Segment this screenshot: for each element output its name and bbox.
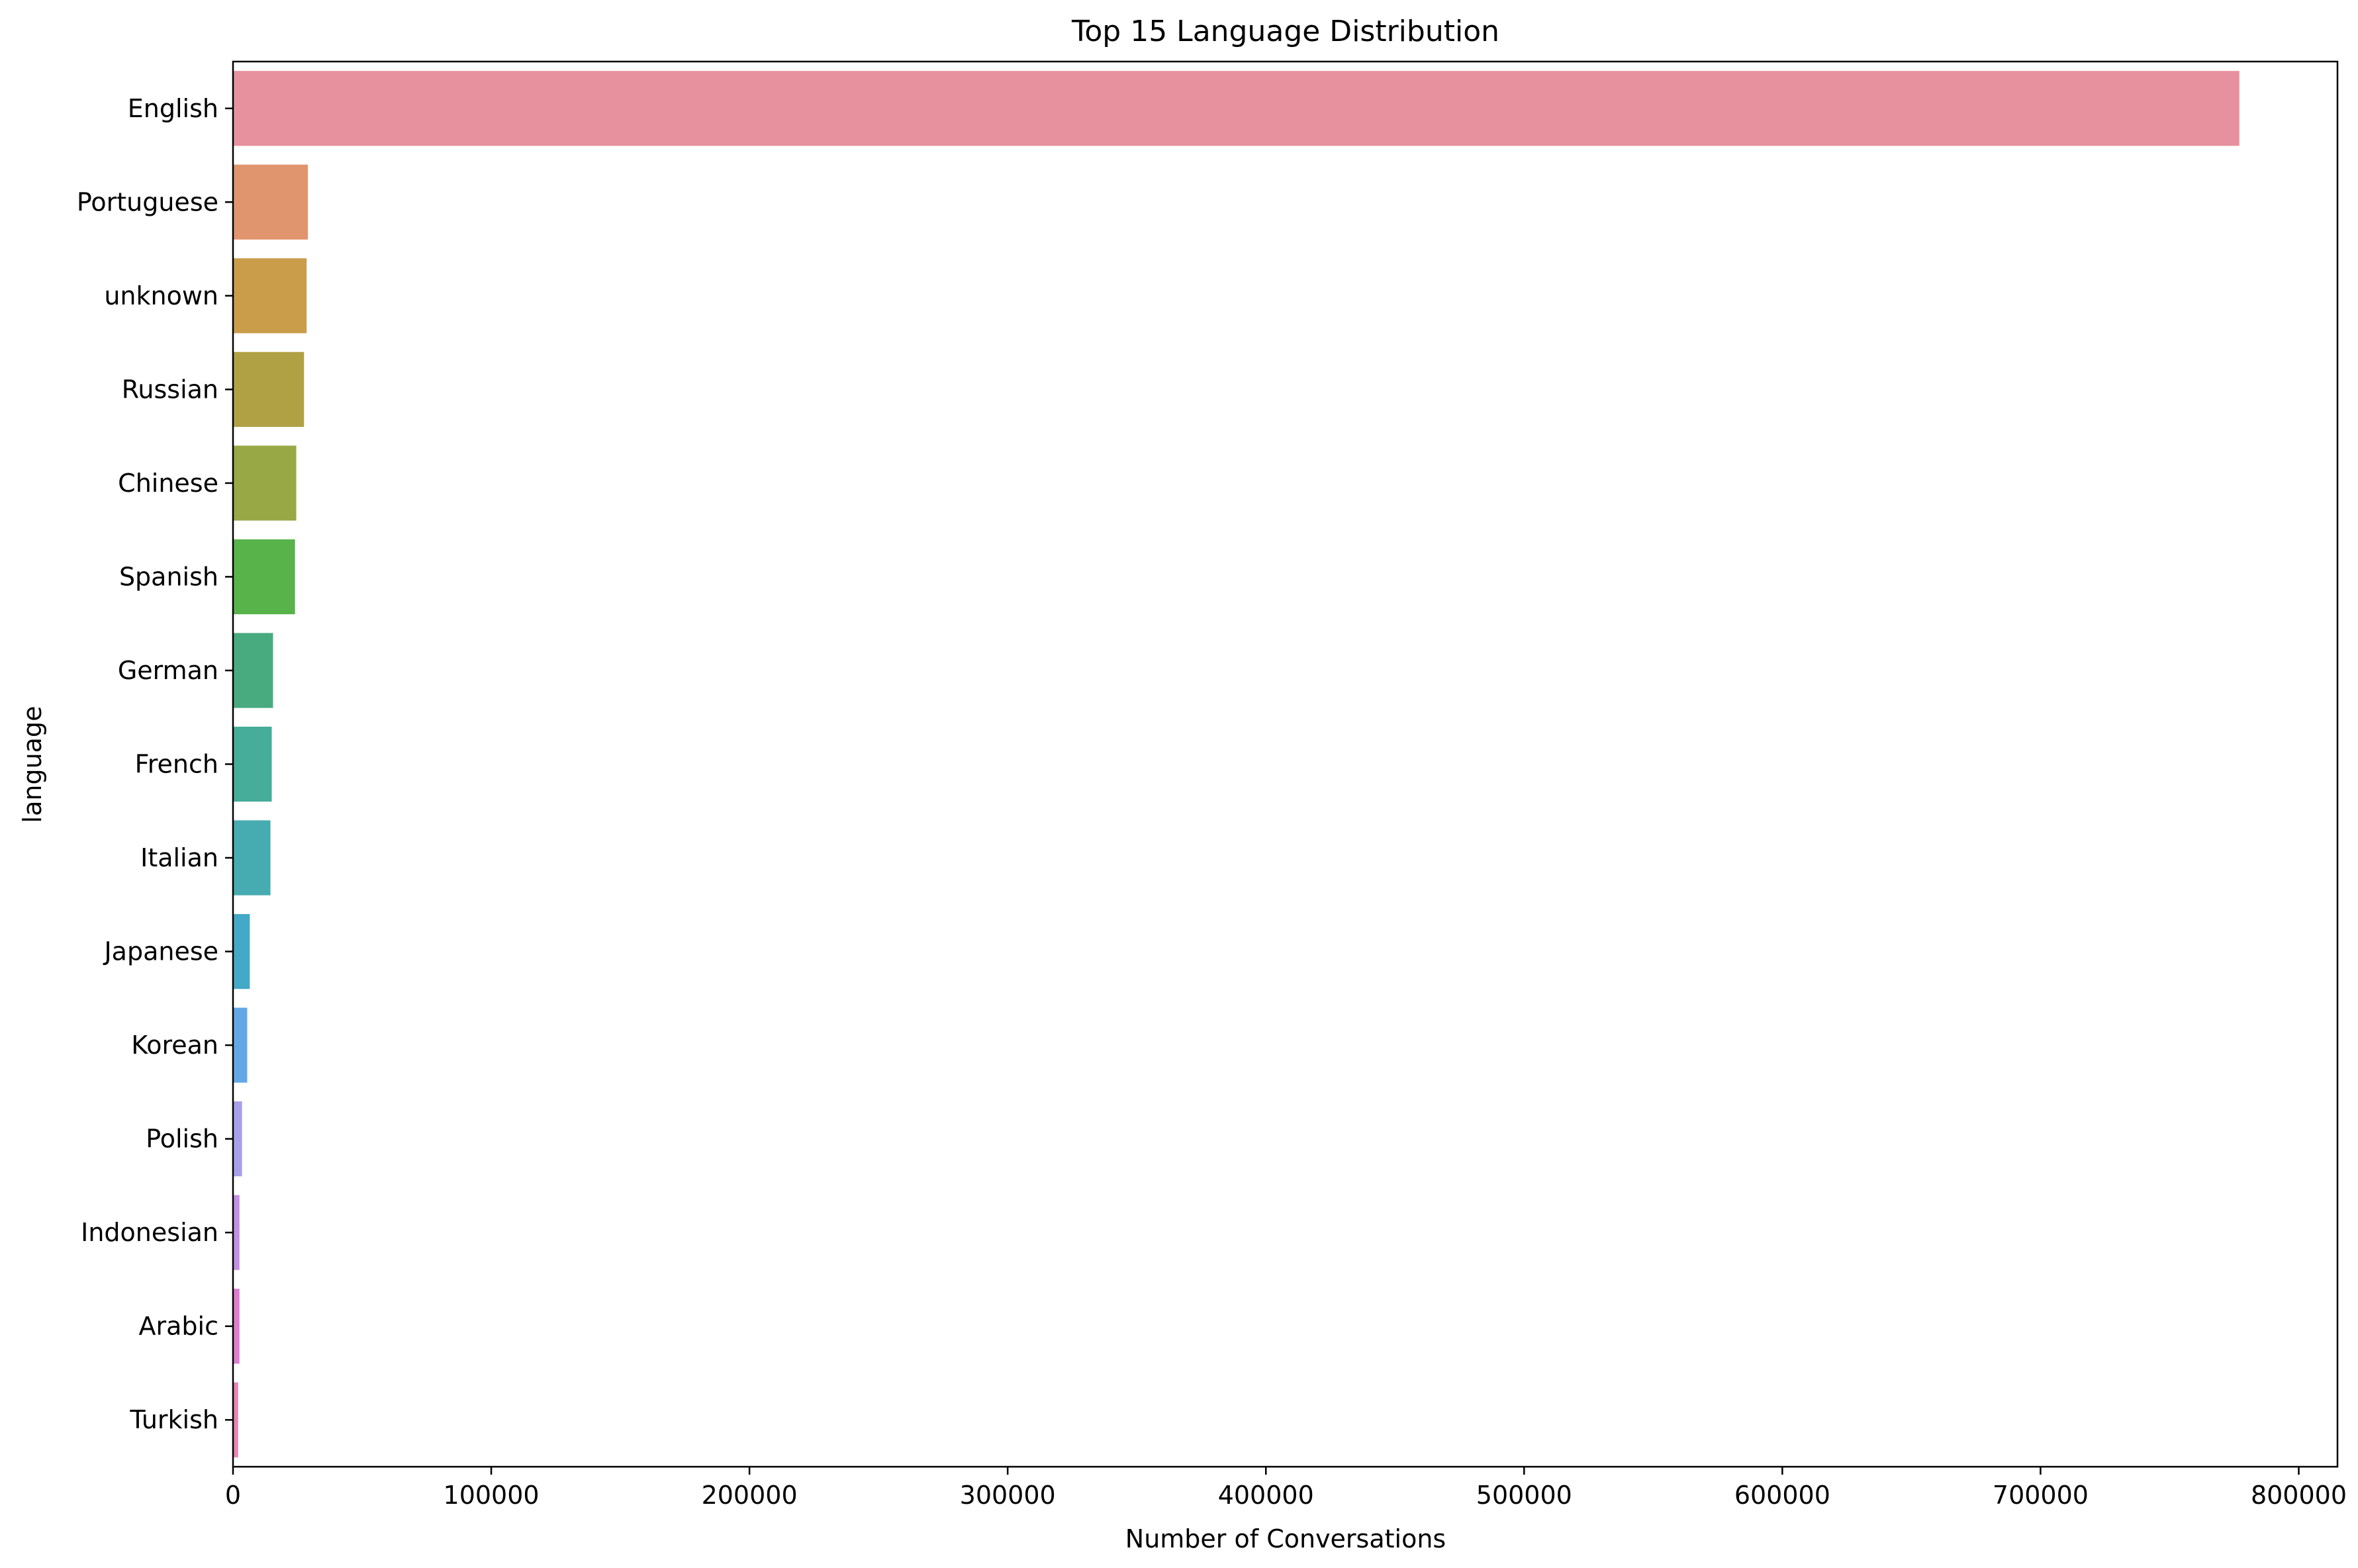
bar-turkish: [233, 1382, 238, 1457]
x-axis-label: Number of Conversations: [1125, 1524, 1446, 1553]
bar-portuguese: [233, 164, 308, 240]
bar-polish: [233, 1101, 242, 1177]
bar-unknown: [233, 258, 307, 334]
bars-group: [233, 71, 2240, 1457]
bar-english: [233, 71, 2240, 146]
bar-spanish: [233, 539, 295, 615]
y-tick-label: Polish: [146, 1125, 218, 1154]
x-tick-label: 700000: [1993, 1481, 2089, 1510]
y-tick-label: Arabic: [139, 1312, 218, 1341]
bar-german: [233, 633, 273, 708]
bar-arabic: [233, 1289, 240, 1364]
y-tick-label: Italian: [140, 843, 218, 872]
bar-japanese: [233, 913, 250, 990]
y-axis-ticks: English Portuguese unknown Russian Chinese Sp…: [77, 94, 233, 1434]
bar-russian: [233, 351, 305, 427]
y-tick-label: Turkish: [129, 1405, 218, 1434]
x-tick-label: 800000: [2251, 1481, 2347, 1510]
chart-title: Top 15 Language Distribution: [1071, 15, 1499, 48]
y-tick-label: Chinese: [118, 469, 218, 498]
y-tick-label: Japanese: [103, 937, 218, 966]
bar-chinese: [233, 445, 297, 521]
y-tick-label: Russian: [122, 375, 218, 404]
plot-frame: [232, 60, 2339, 1468]
x-tick-label: 200000: [702, 1481, 798, 1510]
y-tick-label: Korean: [131, 1031, 218, 1060]
x-tick-label: 400000: [1218, 1481, 1314, 1510]
bar-korean: [233, 1007, 248, 1083]
y-axis-label: language: [18, 706, 47, 823]
y-tick-label: German: [118, 656, 218, 685]
x-tick-label: 600000: [1734, 1481, 1830, 1510]
bar-indonesian: [233, 1195, 240, 1270]
x-tick-label: 300000: [960, 1481, 1056, 1510]
x-axis-ticks: 0 100000 200000 300000 400000 500000 600000 700…: [225, 1467, 2347, 1510]
y-tick-label: Indonesian: [81, 1218, 218, 1247]
x-tick-label: 100000: [444, 1481, 540, 1510]
x-tick-label: 0: [225, 1481, 241, 1510]
bar-italian: [233, 820, 271, 896]
y-tick-label: Portuguese: [77, 187, 218, 216]
x-tick-label: 500000: [1476, 1481, 1572, 1510]
y-tick-label: unknown: [104, 281, 218, 310]
y-tick-label: Spanish: [119, 562, 218, 591]
y-tick-label: French: [135, 750, 218, 779]
bar-french: [233, 726, 272, 802]
y-tick-label: English: [128, 94, 218, 123]
